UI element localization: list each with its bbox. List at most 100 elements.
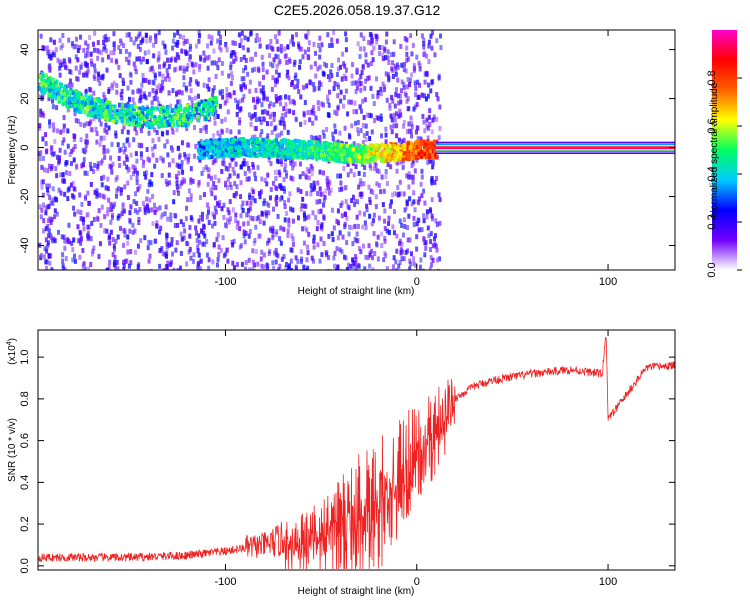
colorbar-gradient (712, 30, 737, 270)
spectrogram-noise-cell (335, 72, 339, 78)
spectrogram-noise-cell (403, 36, 407, 42)
spectrogram-noise-cell (429, 231, 433, 237)
spectrogram-noise-cell (188, 54, 192, 60)
spectrogram-noise-cell (224, 223, 228, 229)
spectrogram-upper-cell (47, 77, 51, 82)
spectrogram-noise-cell (206, 65, 210, 71)
spectrogram-noise-cell (226, 258, 230, 264)
spectrogram-main-cell (223, 151, 227, 156)
spectrogram-noise-cell (40, 164, 44, 170)
spectrogram-noise-cell (61, 43, 65, 49)
spectrogram-noise-cell (276, 213, 280, 219)
spectrogram-noise-cell (73, 258, 77, 264)
spectrogram-noise-cell (353, 202, 357, 208)
spectrogram-noise-cell (272, 265, 276, 270)
spectrogram-noise-cell (92, 90, 96, 96)
spectrogram-upper-cell (74, 106, 78, 111)
spectrogram-noise-cell (230, 71, 234, 77)
spectrogram-upper-cell (182, 109, 186, 114)
spectrogram-upper-cell (47, 81, 51, 86)
spectrogram-main-cell (382, 154, 386, 159)
spectrogram-noise-cell (274, 232, 278, 238)
spectrogram-upper-cell (38, 74, 42, 79)
spectrogram-noise-cell (66, 128, 70, 134)
spectrogram-noise-cell (316, 100, 320, 106)
spectrogram-noise-cell (59, 190, 63, 196)
spectrogram-noise-cell (344, 185, 348, 191)
spectrogram-main-cell (332, 150, 336, 155)
spectrogram-noise-cell (270, 130, 274, 136)
spectrogram-noise-cell (203, 241, 207, 247)
spectrogram-noise-cell (336, 84, 340, 90)
spectrogram-upper-cell (120, 116, 124, 121)
spectrogram-upper-cell (150, 122, 154, 127)
spectrogram-noise-cell (106, 54, 110, 60)
spectrogram-noise-cell (371, 255, 375, 261)
spectrogram-noise-cell (44, 205, 48, 211)
spectrogram-noise-cell (271, 206, 275, 212)
spectrogram-noise-cell (364, 59, 368, 65)
snr-xtick-label: 0 (414, 576, 420, 588)
spectrogram-noise-cell (197, 218, 201, 224)
spectrogram-noise-cell (197, 67, 201, 73)
spectrogram-main-cell (416, 153, 420, 158)
spectrogram-noise-cell (41, 179, 45, 185)
spectrogram-main-cell (358, 145, 362, 150)
spectrogram-main-cell (368, 143, 372, 148)
spectrogram-noise-cell (39, 33, 43, 39)
spectrogram-main-cell (266, 144, 270, 149)
spectrogram-main-cell (266, 146, 270, 151)
spectrogram-main-cell (316, 152, 320, 157)
spectrogram-noise-cell (55, 197, 59, 203)
spectrogram-noise-cell (254, 117, 258, 123)
spectrogram-noise-cell (92, 74, 96, 80)
spectrogram-noise-cell (405, 37, 409, 43)
spectrogram-noise-cell (176, 43, 180, 49)
spectrogram-main-cell (226, 143, 230, 148)
spectrogram-noise-cell (199, 195, 203, 201)
spectrogram-main-cell (328, 158, 332, 163)
spectrogram-noise-cell (345, 240, 349, 246)
spectrogram-noise-cell (405, 51, 409, 57)
spectrogram-noise-cell (112, 50, 116, 56)
spectrogram-noise-cell (274, 53, 278, 59)
spectrogram-noise-cell (305, 227, 309, 233)
spectrogram-noise-cell (273, 82, 277, 88)
spectrogram-noise-cell (372, 101, 376, 107)
spectrogram-noise-cell (413, 168, 417, 174)
spectrogram-noise-cell (290, 158, 294, 164)
spectrogram-upper-cell (40, 77, 44, 82)
spectrogram-main-cell (331, 146, 335, 151)
spectrogram-noise-cell (224, 43, 228, 49)
spectrogram-noise-cell (368, 199, 372, 205)
spectrogram-noise-cell (329, 187, 333, 193)
spectrogram-noise-cell (213, 120, 217, 126)
spectrogram-noise-cell (312, 244, 316, 250)
spectrogram-noise-cell (212, 214, 216, 220)
spectrogram-main-cell (399, 151, 403, 156)
spectrogram-noise-cell (211, 223, 215, 229)
spectrogram-noise-cell (45, 259, 49, 265)
spectrogram-noise-cell (212, 85, 216, 91)
spectrogram-main-cell (394, 157, 398, 162)
spectrogram-noise-cell (431, 158, 435, 164)
spectrogram-noise-cell (224, 180, 228, 186)
spectrogram-noise-cell (202, 166, 206, 172)
spectrogram-noise-cell (52, 39, 56, 45)
spectrogram-noise-cell (206, 209, 210, 215)
spectrogram-noise-cell (115, 193, 119, 199)
spectrogram-noise-cell (358, 104, 362, 110)
spectrogram-noise-cell (226, 177, 230, 183)
spectrogram-noise-cell (276, 54, 280, 60)
spectrogram-noise-cell (333, 250, 337, 256)
spectrogram-noise-cell (182, 34, 186, 40)
spectrogram-upper-cell (131, 118, 135, 123)
spectrogram-upper-cell (189, 116, 193, 121)
spectrogram-noise-cell (240, 261, 244, 267)
spectrogram-noise-cell (349, 99, 353, 105)
spectrogram-upper-cell (211, 111, 215, 116)
spectrogram-noise-cell (79, 236, 83, 242)
spectrogram-noise-cell (175, 52, 179, 58)
spectrogram-noise-cell (253, 112, 257, 118)
spectrogram-noise-cell (279, 240, 283, 246)
